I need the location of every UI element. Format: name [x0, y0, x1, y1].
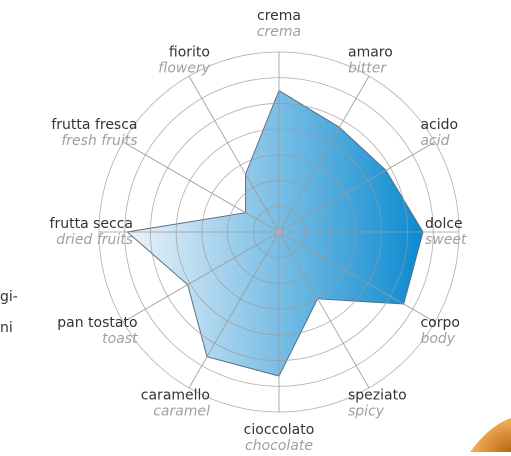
axis-label: corpo	[420, 315, 459, 331]
axis-label-en: caramel	[153, 403, 210, 419]
axis-label-en: fresh fruits	[61, 133, 137, 149]
center-dot	[276, 229, 282, 235]
side-text: ni	[0, 320, 13, 336]
axis-label: dolce	[425, 216, 463, 232]
axis-label-en: chocolate	[245, 438, 313, 452]
axis-label-en: dried fruits	[56, 232, 133, 248]
side-text: gi-	[0, 289, 18, 305]
decoration	[470, 418, 511, 452]
axis-label: crema	[257, 8, 301, 24]
axis-label: fiorito	[169, 45, 210, 61]
spoke	[278, 231, 370, 389]
spoke	[122, 141, 280, 233]
axis-label-en: acid	[420, 133, 449, 149]
axis-label-en: spicy	[348, 403, 385, 419]
spoke	[278, 75, 370, 233]
data-area	[126, 89, 424, 377]
axis-label: cioccolato	[244, 422, 315, 438]
axis-label-en: sweet	[425, 232, 467, 248]
axis-label-en: bitter	[348, 61, 387, 77]
axis-label-en: toast	[102, 331, 138, 347]
axis-label: amaro	[348, 45, 393, 61]
axis-label: caramello	[141, 387, 210, 403]
axis-label: speziato	[348, 387, 407, 403]
spoke	[188, 231, 280, 389]
axis-label-en: flowery	[158, 61, 210, 77]
spoke	[278, 141, 436, 233]
axis-label: acido	[420, 117, 458, 133]
spoke	[278, 231, 436, 323]
spoke	[188, 75, 280, 233]
axis-label-en: crema	[257, 24, 301, 40]
spoke	[122, 231, 280, 323]
axis-label-en: body	[420, 331, 455, 347]
axis-label: frutta fresca	[51, 117, 137, 133]
axis-label: frutta secca	[50, 216, 133, 232]
axis-label: pan tostato	[57, 315, 137, 331]
